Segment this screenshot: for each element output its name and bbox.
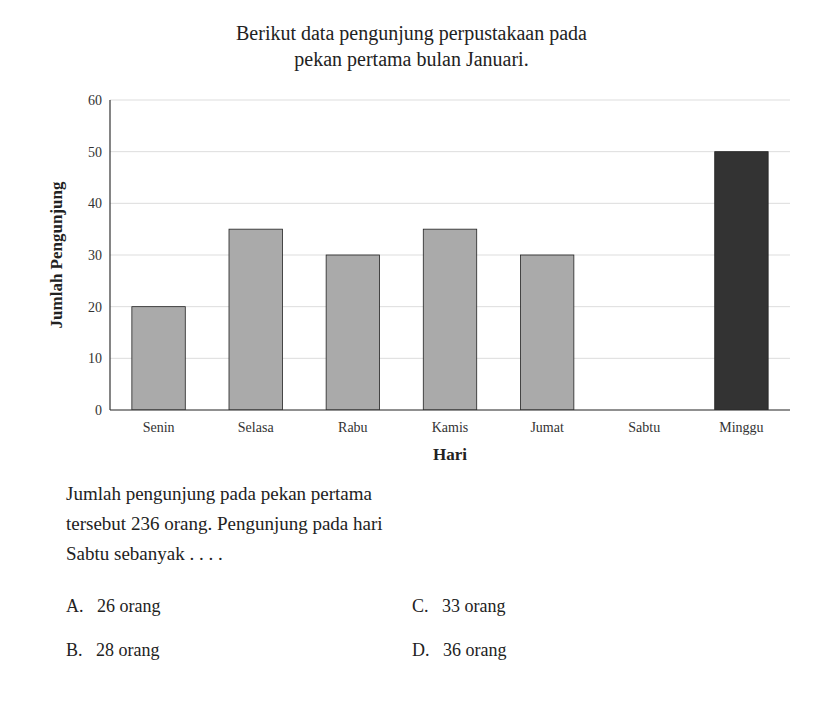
- y-tick-label: 10: [88, 351, 102, 366]
- grid-line: [110, 410, 790, 411]
- x-tick-label: Senin: [143, 420, 175, 435]
- y-tick-label: 0: [95, 403, 102, 418]
- bar: [715, 152, 768, 410]
- grid-line: [110, 100, 790, 101]
- option-text: D. 36 orang: [412, 640, 506, 660]
- x-tick-label: Kamis: [432, 420, 469, 435]
- y-tick-label: 20: [88, 300, 102, 315]
- body-text: Sabtu sebanyak . . . .: [66, 543, 223, 564]
- bar: [520, 255, 573, 410]
- y-axis-line: [109, 100, 110, 410]
- bar: [423, 229, 476, 410]
- x-tick-label: Rabu: [338, 420, 368, 435]
- y-tick-label: 50: [88, 145, 102, 160]
- grid: [110, 100, 790, 410]
- body-text: Jumlah pengunjung pada pekan pertama: [66, 483, 373, 504]
- grid-line: [110, 203, 790, 204]
- x-tick-label: Jumat: [530, 420, 564, 435]
- option-text: B. 28 orang: [66, 640, 160, 660]
- y-tick-label: 30: [88, 248, 102, 263]
- x-axis-line: [110, 409, 790, 410]
- bars: [132, 152, 768, 410]
- bar: [326, 255, 379, 410]
- x-tick-label: Selasa: [238, 420, 275, 435]
- option-text: C. 33 orang: [412, 596, 506, 616]
- y-axis-label: Jumlah Pengunjung: [47, 181, 66, 328]
- y-tick-label: 40: [88, 196, 102, 211]
- bar: [132, 307, 185, 410]
- subtitle: pekan pertama bulan Januari.: [294, 48, 528, 71]
- x-tick-label: Sabtu: [628, 420, 660, 435]
- body-text: tersebut 236 orang. Pengunjung pada hari: [66, 513, 383, 534]
- option-text: A. 26 orang: [66, 596, 160, 616]
- y-axis: 0 10 20 30 40 50 60: [88, 93, 102, 418]
- y-tick-label: 60: [88, 93, 102, 108]
- chart: Berikut data pengunjung perpustakaan pad…: [0, 0, 823, 706]
- grid-line: [110, 151, 790, 152]
- x-tick-label: Minggu: [719, 420, 763, 435]
- x-axis: Senin Selasa Rabu Kamis Jumat Sabtu Minggu: [143, 420, 764, 435]
- x-axis-label: Hari: [433, 445, 467, 464]
- bar: [229, 229, 282, 410]
- title: Berikut data pengunjung perpustakaan pad…: [236, 22, 587, 45]
